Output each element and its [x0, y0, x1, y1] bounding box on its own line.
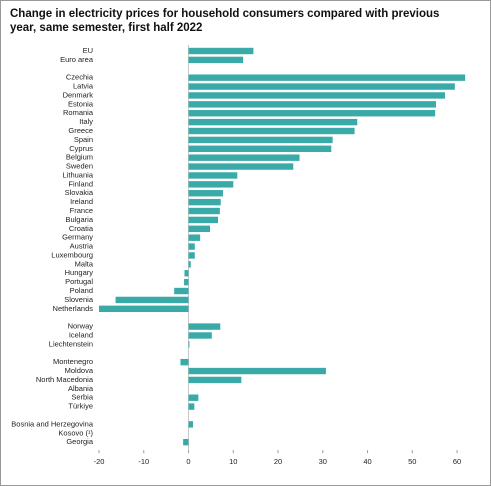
- x-tick-label: 60: [453, 457, 461, 466]
- bar: [188, 252, 195, 259]
- bar: [115, 296, 189, 304]
- x-tick-label: 10: [229, 457, 237, 466]
- chart-title: Change in electricity prices for househo…: [10, 8, 440, 34]
- bar: [188, 154, 300, 161]
- y-tick-label: Kosovo (¹): [58, 428, 93, 437]
- y-tick-label: Cyprus: [69, 144, 93, 153]
- x-tick-label: 40: [363, 457, 371, 466]
- y-tick-label: Moldova: [65, 366, 94, 375]
- y-tick-label: Spain: [74, 135, 93, 144]
- bar: [188, 207, 220, 215]
- y-tick-label: Hungary: [65, 268, 94, 277]
- bar: [188, 163, 294, 170]
- bar: [188, 181, 234, 188]
- y-tick-label: Iceland: [69, 330, 93, 339]
- x-tick-label: 30: [319, 457, 327, 466]
- y-tick-label: Slovenia: [64, 295, 94, 304]
- bar: [180, 358, 189, 366]
- bar: [188, 225, 211, 232]
- y-tick-label: Czechia: [66, 73, 94, 82]
- y-tick-label: EU: [83, 46, 93, 55]
- bar: [188, 394, 199, 401]
- y-tick-label: Denmark: [63, 90, 94, 99]
- y-tick-label: Finland: [68, 179, 93, 188]
- bar: [188, 92, 445, 99]
- bar: [188, 403, 195, 410]
- y-tick-label: Austria: [70, 242, 94, 251]
- bar: [188, 47, 254, 55]
- y-tick-label: Norway: [68, 322, 94, 331]
- bar: [188, 145, 332, 152]
- bar: [188, 376, 242, 384]
- y-tick-label: Luxembourg: [51, 250, 93, 259]
- bar: [188, 243, 195, 250]
- y-tick-label: Türkiye: [68, 402, 93, 411]
- y-tick-label: Slovakia: [65, 188, 94, 197]
- y-tick-label: Lithuania: [63, 170, 94, 179]
- y-tick-label: Portugal: [65, 277, 93, 286]
- bar: [188, 136, 333, 144]
- bar: [188, 198, 221, 206]
- bar: [188, 216, 219, 224]
- bar: [188, 234, 201, 241]
- y-tick-label: Belgium: [66, 153, 93, 162]
- y-tick-label: Sweden: [66, 162, 93, 171]
- y-tick-label: Liechtenstein: [49, 339, 93, 348]
- bar: [183, 438, 189, 446]
- y-tick-label: Georgia: [66, 437, 94, 446]
- x-tick-label: 0: [186, 457, 190, 466]
- y-tick-label: France: [70, 206, 93, 215]
- bar: [188, 261, 191, 268]
- y-tick-label: Croatia: [69, 224, 94, 233]
- y-tick-label: Montenegro: [53, 357, 93, 366]
- bar: [174, 287, 189, 295]
- y-tick-label: North Macedonia: [36, 375, 94, 384]
- bar: [188, 323, 221, 330]
- y-tick-label: Germany: [62, 233, 93, 242]
- y-tick-label: Bulgaria: [65, 215, 93, 224]
- bar: [188, 118, 358, 126]
- bar: [188, 341, 190, 348]
- y-tick-label: Italy: [79, 117, 93, 126]
- bar: [188, 56, 244, 64]
- y-tick-label: Euro area: [60, 55, 94, 64]
- bar: [99, 305, 189, 313]
- y-tick-label: Malta: [75, 259, 94, 268]
- y-tick-label: Netherlands: [53, 304, 94, 313]
- bar: [188, 83, 455, 90]
- y-tick-label: Romania: [63, 108, 94, 117]
- bar: [188, 332, 212, 339]
- bar: [188, 367, 326, 375]
- bar: [188, 101, 437, 108]
- bar: [188, 421, 193, 428]
- x-tick-label: 50: [408, 457, 416, 466]
- bar: [188, 110, 436, 117]
- y-tick-label: Estonia: [68, 99, 94, 108]
- y-tick-label: Greece: [68, 126, 93, 135]
- x-tick-label: -10: [138, 457, 149, 466]
- bar: [184, 270, 189, 277]
- y-tick-label: Poland: [70, 286, 93, 295]
- bar: [188, 172, 238, 179]
- y-tick-label: Albania: [68, 384, 94, 393]
- bar: [188, 127, 355, 135]
- x-tick-label: -20: [94, 457, 105, 466]
- bar: [188, 74, 466, 81]
- bar: [184, 278, 189, 286]
- x-tick-label: 20: [274, 457, 282, 466]
- y-tick-label: Latvia: [73, 82, 94, 91]
- y-tick-label: Serbia: [71, 393, 94, 402]
- y-tick-label: Bosnia and Herzegovina: [11, 419, 94, 428]
- y-tick-label: Ireland: [70, 197, 93, 206]
- bar: [188, 190, 223, 197]
